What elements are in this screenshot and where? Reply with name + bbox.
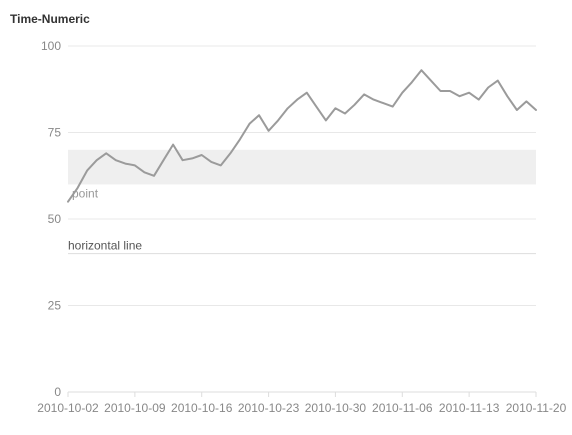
point-annotation: point bbox=[72, 187, 99, 201]
series-line bbox=[67, 69, 537, 203]
chart-title: Time-Numeric bbox=[10, 12, 90, 26]
point-label: point bbox=[72, 187, 99, 201]
x-tick-label: 2010-10-02 bbox=[37, 401, 99, 415]
grid-layer bbox=[68, 45, 536, 306]
y-tick-label: 100 bbox=[41, 39, 61, 53]
y-tick-label: 25 bbox=[48, 299, 62, 313]
series-layer bbox=[67, 69, 537, 203]
x-tick-label: 2010-11-20 bbox=[506, 401, 567, 415]
x-tick-label: 2010-11-13 bbox=[439, 401, 500, 415]
x-tick-label: 2010-10-30 bbox=[305, 401, 367, 415]
x-tick-label: 2010-10-16 bbox=[171, 401, 233, 415]
y-tick-label: 75 bbox=[48, 126, 62, 140]
y-tick-label: 50 bbox=[48, 212, 62, 226]
region-band bbox=[68, 149, 536, 185]
y-axis: 0 25 50 75 100 bbox=[41, 39, 61, 399]
region-annotation bbox=[68, 149, 536, 185]
x-axis: 2010-10-02 2010-10-09 2010-10-16 2010-10-23… bbox=[37, 391, 567, 415]
horizontal-line-label: horizontal line bbox=[68, 239, 142, 253]
y-tick-label: 0 bbox=[54, 385, 61, 399]
x-tick-label: 2010-10-23 bbox=[238, 401, 300, 415]
x-tick-label: 2010-10-09 bbox=[104, 401, 166, 415]
horizontal-line-annotation: horizontal line bbox=[68, 239, 536, 255]
x-tick-label: 2010-11-06 bbox=[372, 401, 433, 415]
